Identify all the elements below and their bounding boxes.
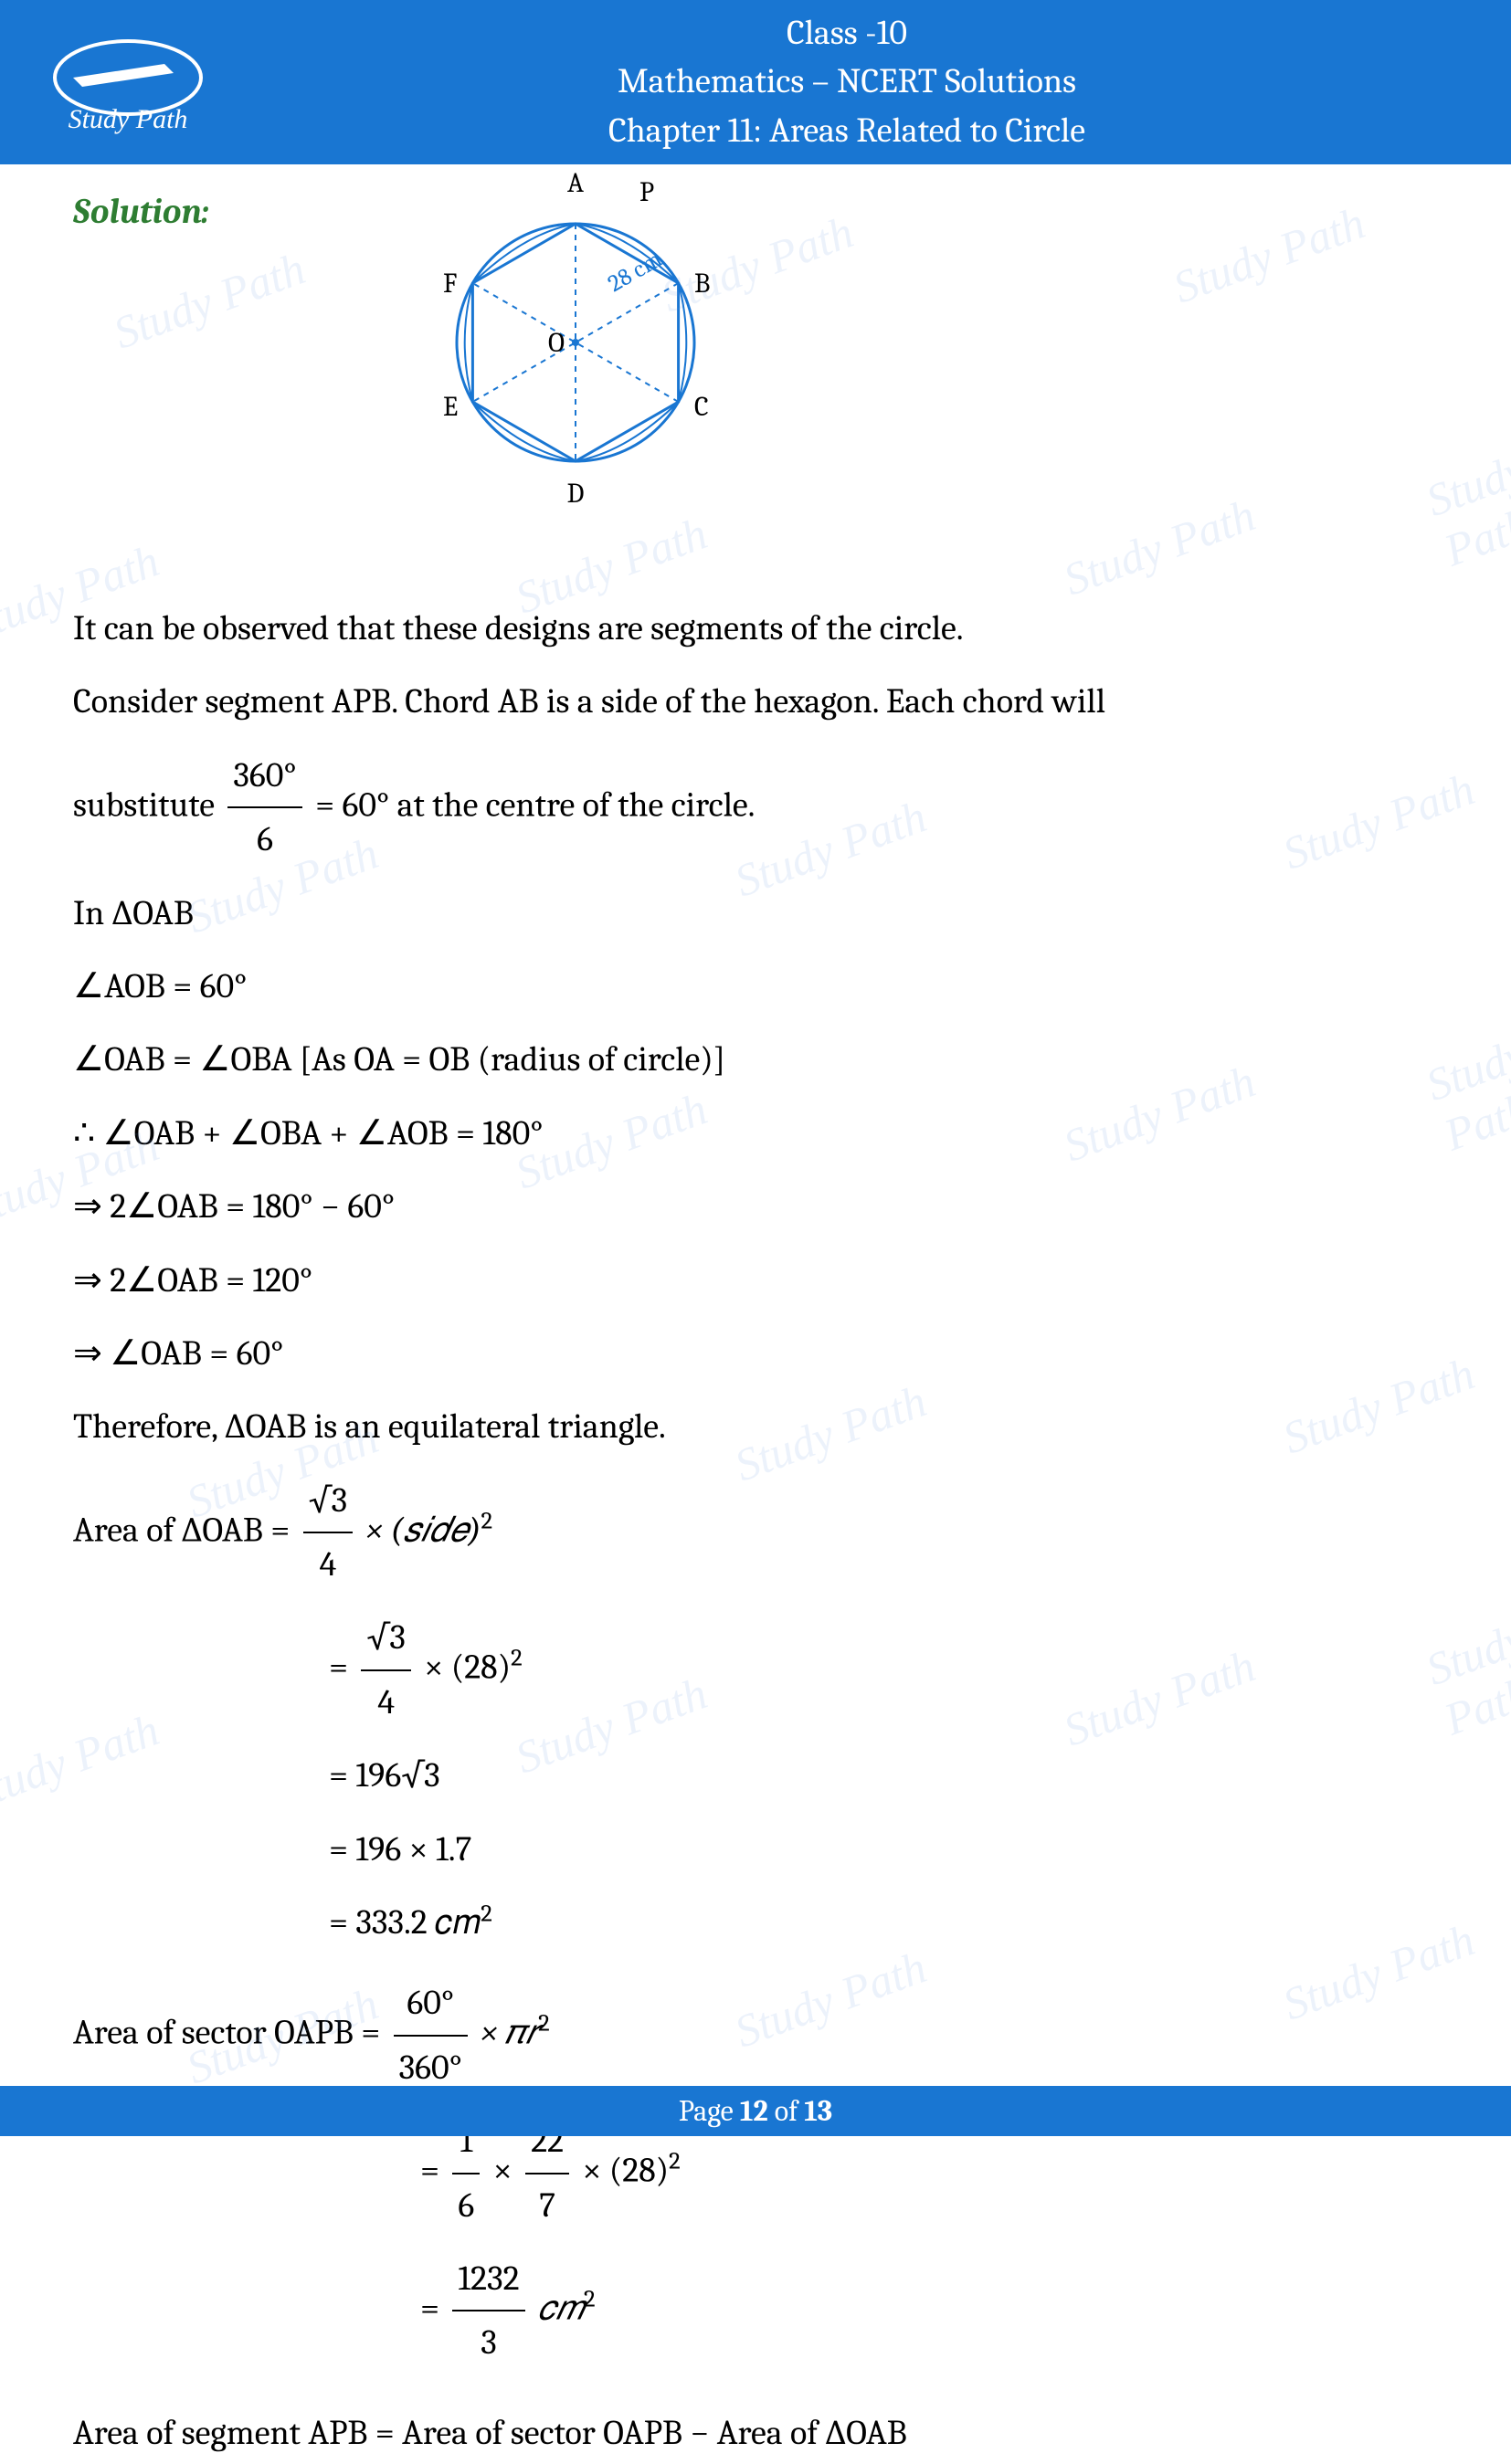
line-3a: substitute <box>73 784 222 825</box>
svg-text:Study Path: Study Path <box>69 104 188 134</box>
footer-total: 13 <box>804 2094 832 2128</box>
line-13a: = <box>329 1648 355 1688</box>
line-17: Area of sector OAPB = 60° 360° × 𝜋𝑟2 <box>73 1972 1438 2099</box>
footer-page: 12 <box>740 2094 768 2128</box>
line-16: = 333.2 𝑐𝑚2 <box>329 1891 1438 1953</box>
fraction-360-6: 360° 6 <box>227 744 301 871</box>
frac-num: 1232 <box>452 2248 524 2311</box>
line-15: = 196 × 1.7 <box>329 1818 1438 1880</box>
line-14: = 196√3 <box>329 1744 1438 1806</box>
line-11: Therefore, ∆OAB is an equilateral triang… <box>73 1395 1438 1458</box>
line-16-txt: = 333.2 𝑐𝑚 <box>329 1902 481 1943</box>
label-o: O <box>548 327 565 359</box>
logo: Study Path <box>37 27 219 137</box>
label-d: D <box>567 478 585 510</box>
line-17a: Area of sector OAPB = <box>73 2013 388 2053</box>
label-f: F <box>443 268 457 300</box>
frac-num: 360° <box>227 744 301 808</box>
footer-prefix: Page <box>679 2094 740 2128</box>
line-12: Area of ∆OAB = √3 4 × (𝑠𝑖𝑑𝑒)2 <box>73 1469 1438 1596</box>
radius-label: 28 cm <box>604 246 667 298</box>
fraction-area: √3 4 <box>303 1469 353 1596</box>
header-banner: Study Path Class -10 Mathematics – NCERT… <box>0 0 1511 164</box>
line-19b: 𝑐𝑚 <box>538 2288 584 2328</box>
sup: 2 <box>538 2009 550 2038</box>
line-3: substitute 360° 6 = 60° at the centre of… <box>73 744 1438 871</box>
frac-den: 4 <box>361 1671 410 1733</box>
frac-den: 7 <box>525 2174 569 2237</box>
sup: 2 <box>511 1644 523 1672</box>
line-9: ⇒ 2∠OAB = 120° <box>73 1249 1438 1311</box>
sup: 2 <box>584 2285 596 2313</box>
chapter-line: Chapter 11: Areas Related to Circle <box>219 107 1474 155</box>
subject-line: Mathematics – NCERT Solutions <box>219 58 1474 106</box>
frac-den: 6 <box>227 808 301 870</box>
sup: 2 <box>481 1899 492 1927</box>
fraction-17: 60° 360° <box>394 1972 468 2099</box>
footer-mid: of <box>768 2094 804 2128</box>
line-6: ∠OAB = ∠OBA [As OA = OB (radius of circl… <box>73 1028 1438 1090</box>
line-13b: × (28) <box>424 1648 511 1688</box>
frac-den: 3 <box>452 2311 524 2374</box>
header-text: Class -10 Mathematics – NCERT Solutions … <box>219 9 1474 155</box>
line-4: In ∆OAB <box>73 882 1438 944</box>
line-19a: = <box>420 2288 447 2328</box>
line-12b: × (𝑠𝑖𝑑𝑒) <box>366 1510 481 1550</box>
frac-den: 6 <box>452 2174 480 2237</box>
line-19: = 1232 3 𝑐𝑚2 <box>420 2248 1438 2374</box>
label-p: P <box>639 176 654 208</box>
line-17b: × 𝜋𝑟 <box>481 2013 538 2053</box>
label-e: E <box>443 391 458 423</box>
line-18a: = <box>420 2150 447 2190</box>
hexagon-diagram: 28 cm A P B C D E F O <box>384 160 767 529</box>
line-7: ∴ ∠OAB + ∠OBA + ∠AOB = 180° <box>73 1102 1438 1164</box>
line-13: = √3 4 × (28)2 <box>329 1606 1438 1733</box>
line-3b: = 60° at the centre of the circle. <box>315 784 755 825</box>
footer-banner: Page 12 of 13 <box>0 2086 1511 2136</box>
frac-den: 4 <box>303 1533 353 1595</box>
fraction-19: 1232 3 <box>452 2248 524 2374</box>
class-line: Class -10 <box>219 9 1474 58</box>
solution-body: It can be observed that these designs ar… <box>73 597 1438 2464</box>
fraction-13: √3 4 <box>361 1606 410 1733</box>
line-8: ⇒ 2∠OAB = 180° − 60° <box>73 1175 1438 1237</box>
label-b: B <box>694 268 710 300</box>
line-1: It can be observed that these designs ar… <box>73 597 1438 659</box>
line-18mid: × <box>493 2150 520 2190</box>
line-12a: Area of ∆OAB = <box>73 1510 298 1550</box>
line-10: ⇒ ∠OAB = 60° <box>73 1322 1438 1385</box>
line-2: Consider segment APB. Chord AB is a side… <box>73 670 1438 732</box>
frac-num: √3 <box>361 1606 410 1670</box>
frac-num: √3 <box>303 1469 353 1533</box>
label-c: C <box>694 391 709 423</box>
label-a: A <box>567 167 584 199</box>
frac-num: 60° <box>394 1972 468 2036</box>
line-5: ∠AOB = 60° <box>73 955 1438 1017</box>
line-20: Area of segment APB = Area of sector OAP… <box>73 2402 1438 2464</box>
sup: 2 <box>481 1506 493 1534</box>
sup: 2 <box>669 2147 681 2175</box>
line-18b: × (28) <box>582 2150 669 2190</box>
